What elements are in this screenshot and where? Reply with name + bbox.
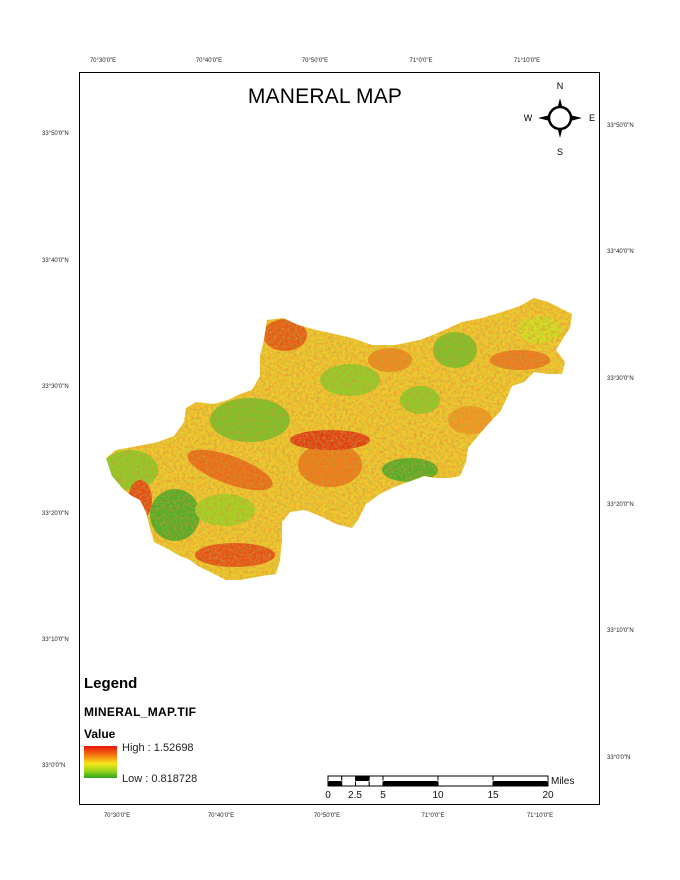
map-title: MANERAL MAP bbox=[247, 85, 403, 108]
top-tick-label: 71°0'0"E bbox=[409, 58, 433, 64]
scale-bar bbox=[327, 775, 549, 787]
right-tick-label: 33°30'0"N bbox=[607, 376, 634, 382]
legend-low-label: Low : 0.818728 bbox=[122, 773, 198, 785]
scale-label: 20 bbox=[542, 790, 554, 801]
right-tick-label: 33°50'0"N bbox=[607, 123, 634, 129]
legend-color-ramp bbox=[84, 746, 117, 778]
right-tick-label: 33°20'0"N bbox=[607, 502, 634, 508]
map-frame bbox=[79, 72, 600, 805]
east-label: E bbox=[589, 113, 595, 123]
top-tick-label: 71°10'0"E bbox=[513, 58, 541, 64]
legend-layer-name: MINERAL_MAP.TIF bbox=[84, 705, 197, 719]
legend-field-name: Value bbox=[84, 727, 116, 741]
bottom-tick-label: 71°0'0"E bbox=[421, 813, 445, 819]
bottom-tick-label: 70°50'0"E bbox=[313, 813, 341, 819]
legend-high-label: High : 1.52698 bbox=[122, 742, 194, 754]
scale-label: 2.5 bbox=[348, 790, 362, 801]
south-label: S bbox=[557, 147, 563, 157]
top-tick-label: 70°50'0"E bbox=[301, 58, 329, 64]
left-tick-label: 33°50'0"N bbox=[42, 131, 69, 137]
right-tick-label: 33°40'0"N bbox=[607, 249, 634, 255]
west-label: W bbox=[524, 113, 533, 123]
scale-unit-label: Miles bbox=[551, 776, 575, 787]
right-tick-label: 33°0'0"N bbox=[607, 755, 631, 761]
top-tick-label: 70°30'0"E bbox=[89, 58, 117, 64]
bottom-tick-label: 70°30'0"E bbox=[103, 813, 131, 819]
bottom-tick-label: 70°40'0"E bbox=[207, 813, 235, 819]
left-tick-label: 33°0'0"N bbox=[42, 763, 66, 769]
scale-label: 15 bbox=[487, 790, 499, 801]
north-label: N bbox=[557, 81, 564, 91]
bottom-tick-label: 71°10'0"E bbox=[526, 813, 554, 819]
scale-label: 10 bbox=[432, 790, 444, 801]
left-tick-label: 33°10'0"N bbox=[42, 637, 69, 643]
left-tick-label: 33°20'0"N bbox=[42, 511, 69, 517]
left-tick-label: 33°30'0"N bbox=[42, 384, 69, 390]
left-tick-label: 33°40'0"N bbox=[42, 258, 69, 264]
north-arrow-icon: N S E W bbox=[524, 81, 595, 157]
right-tick-label: 33°10'0"N bbox=[607, 628, 634, 634]
top-tick-label: 70°40'0"E bbox=[195, 58, 223, 64]
legend-title: Legend bbox=[84, 675, 138, 692]
scale-label: 5 bbox=[380, 790, 386, 801]
scale-label: 0 bbox=[325, 790, 331, 801]
